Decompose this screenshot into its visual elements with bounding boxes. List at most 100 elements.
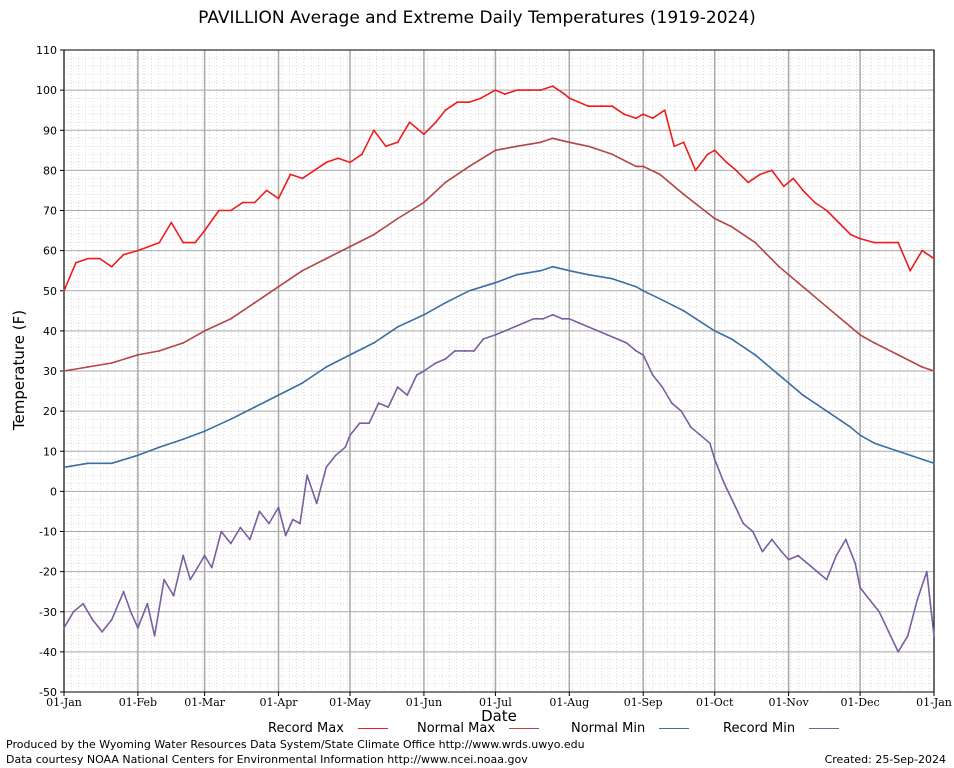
- data-point-record-min: [325, 466, 328, 469]
- data-point-record-min: [771, 538, 773, 541]
- data-point-record-max: [313, 169, 316, 172]
- data-point-record-min: [742, 522, 745, 525]
- data-point-record-min: [277, 506, 280, 509]
- data-point-record-min: [368, 422, 370, 425]
- data-point-record-max: [241, 201, 244, 204]
- data-point-normal-min: [897, 450, 900, 453]
- data-point-normal-min: [921, 458, 923, 461]
- grid-layer: [63, 49, 935, 693]
- data-point-record-min: [859, 586, 862, 589]
- data-point-record-min: [473, 350, 475, 352]
- data-point-record-min: [196, 566, 199, 569]
- data-point-record-max: [218, 209, 220, 212]
- data-point-record-min: [513, 325, 516, 328]
- data-point-record-max: [837, 221, 840, 224]
- data-point-normal-max: [203, 329, 206, 332]
- data-point-record-min: [129, 610, 132, 613]
- data-point-record-min: [220, 530, 223, 533]
- data-point-record-min: [268, 522, 270, 525]
- x-axis-label: Date: [481, 707, 517, 725]
- legend-item-normal-min: Normal Min: [571, 721, 690, 736]
- data-point-record-min: [561, 317, 564, 320]
- data-point-normal-min: [182, 438, 185, 441]
- data-point-record-min: [551, 313, 554, 316]
- data-point-record-min: [494, 333, 497, 336]
- x-tick-label: 01-Nov: [769, 696, 810, 709]
- credit-data-courtesy: Data courtesy NOAA National Centers for …: [6, 753, 528, 766]
- data-point-record-min: [897, 650, 900, 653]
- data-point-normal-max: [754, 241, 757, 244]
- data-point-normal-min: [203, 430, 206, 433]
- data-point-record-max: [63, 289, 65, 292]
- data-point-record-max: [468, 101, 471, 104]
- x-tick-label: 01-Aug: [549, 696, 589, 709]
- data-point-record-min: [210, 566, 213, 569]
- data-point-record-min: [146, 602, 149, 605]
- data-point-normal-max: [658, 173, 661, 176]
- y-tick-label: 30: [43, 365, 57, 378]
- data-point-record-min: [82, 602, 84, 605]
- data-point-record-max: [289, 173, 292, 176]
- data-point-record-min: [723, 482, 726, 485]
- data-point-record-min: [299, 522, 301, 525]
- data-point-normal-min: [825, 410, 828, 413]
- data-point-record-min: [787, 558, 790, 561]
- data-point-normal-min: [158, 446, 161, 449]
- y-tick-label: 50: [43, 285, 57, 298]
- data-point-record-max: [873, 241, 876, 244]
- data-point-normal-max: [933, 370, 935, 372]
- data-point-record-min: [906, 634, 909, 637]
- data-point-normal-max: [110, 362, 113, 364]
- data-point-normal-max: [635, 165, 637, 168]
- data-point-record-max: [158, 241, 161, 244]
- legend-swatch-record-max: [358, 728, 389, 729]
- data-point-normal-min: [229, 418, 232, 421]
- data-point-normal-min: [642, 289, 645, 292]
- data-point-normal-min: [551, 265, 554, 268]
- data-point-normal-max: [642, 165, 645, 168]
- data-point-record-min: [835, 554, 838, 557]
- x-tick-label: 01-Mar: [184, 696, 226, 709]
- data-point-record-min: [258, 510, 261, 513]
- data-point-record-min: [925, 570, 928, 573]
- data-point-record-min: [868, 598, 871, 601]
- data-point-record-min: [713, 458, 716, 461]
- legend-item-record-min: Record Min: [723, 721, 840, 736]
- data-point-normal-max: [849, 325, 852, 328]
- data-point-record-max: [98, 257, 101, 260]
- x-tick-label: 01-Dec: [841, 696, 880, 709]
- y-tick-label: 0: [50, 485, 57, 498]
- y-tick-label: 100: [36, 84, 57, 97]
- data-point-record-max: [86, 257, 89, 260]
- data-point-record-min: [806, 562, 809, 565]
- data-point-record-max: [527, 89, 530, 92]
- data-point-normal-max: [682, 193, 685, 196]
- data-point-record-max: [885, 241, 888, 244]
- data-point-record-max: [456, 101, 459, 104]
- data-point-record-max: [253, 201, 256, 204]
- data-point-record-max: [408, 121, 411, 124]
- data-point-normal-max: [158, 350, 161, 352]
- data-point-record-max: [897, 241, 900, 244]
- data-point-record-max: [747, 181, 749, 184]
- data-point-normal-max: [551, 137, 554, 140]
- data-point-record-max: [849, 233, 852, 236]
- data-point-record-min: [825, 578, 828, 581]
- data-point-record-max: [859, 237, 862, 240]
- data-point-record-max: [203, 229, 206, 232]
- data-point-record-max: [494, 89, 497, 92]
- data-point-normal-max: [897, 354, 900, 356]
- data-point-record-max: [577, 101, 580, 104]
- legend-label-record-min: Record Min: [723, 721, 796, 736]
- data-point-record-min: [887, 630, 890, 633]
- data-point-normal-max: [301, 269, 304, 272]
- data-point-normal-max: [611, 153, 614, 156]
- data-point-record-max: [110, 265, 113, 268]
- data-point-record-min: [163, 578, 166, 581]
- data-point-normal-max: [63, 370, 65, 372]
- data-point-normal-min: [277, 394, 280, 396]
- data-point-record-min: [797, 554, 800, 557]
- data-point-record-max: [599, 105, 602, 108]
- data-point-record-max: [782, 185, 785, 188]
- data-point-record-min: [680, 410, 683, 413]
